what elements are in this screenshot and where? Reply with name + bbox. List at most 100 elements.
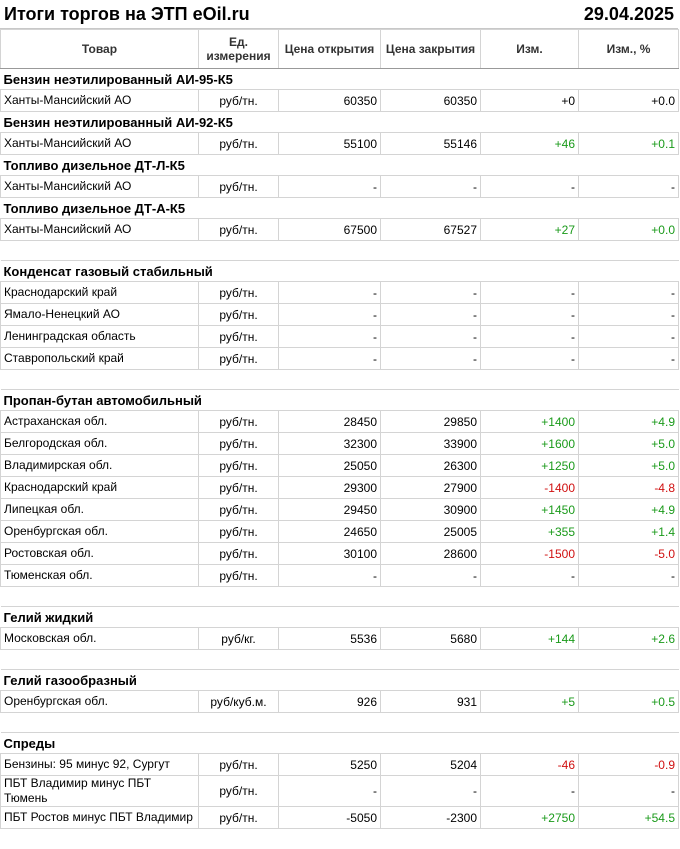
spacer-row — [0, 649, 679, 670]
change-pct: +1.4 — [578, 520, 679, 543]
item-name: Ленинградская область — [0, 325, 199, 348]
spacer-cell — [0, 649, 679, 670]
unit: руб/тн. — [198, 806, 279, 829]
header: Итоги торгов на ЭТП eOil.ru 29.04.2025 — [0, 0, 678, 29]
unit: руб/кг. — [198, 627, 279, 650]
close-price: 26300 — [380, 454, 481, 477]
data-row: Бензины: 95 минус 92, Сургут руб/тн. 5250 5… — [0, 753, 679, 776]
close-price: 5680 — [380, 627, 481, 650]
open-price: 5250 — [278, 753, 381, 776]
data-row: Белгородская обл. руб/тн. 32300 33900 +1600 +… — [0, 432, 679, 455]
data-row: Ханты-Мансийский АО руб/тн. 60350 60350 +0 +0… — [0, 89, 679, 112]
change: +27 — [480, 218, 579, 241]
section-title: Топливо дизельное ДТ-А-К5 — [0, 197, 679, 219]
open-price: 5536 — [278, 627, 381, 650]
open-price: 60350 — [278, 89, 381, 112]
change: +1600 — [480, 432, 579, 455]
change-pct: - — [578, 281, 679, 304]
unit: руб/тн. — [198, 476, 279, 499]
spacer-cell — [0, 369, 679, 390]
section-title: Топливо дизельное ДТ-Л-К5 — [0, 154, 679, 176]
data-row: Астраханская обл. руб/тн. 28450 29850 +1400 +… — [0, 410, 679, 433]
change-pct: +0.0 — [578, 89, 679, 112]
change: +1400 — [480, 410, 579, 433]
item-name: Ханты-Мансийский АО — [0, 175, 199, 198]
open-price: 25050 — [278, 454, 381, 477]
data-row: Липецкая обл. руб/тн. 29450 30900 +1450 +4.9 — [0, 498, 679, 521]
change-pct: - — [578, 347, 679, 370]
item-name: Ставропольский край — [0, 347, 199, 370]
item-name: Ханты-Мансийский АО — [0, 132, 199, 155]
unit: руб/куб.м. — [198, 690, 279, 713]
data-row: Краснодарский край руб/тн. - - - - — [0, 281, 679, 304]
results-table: Товар Ед. измерения Цена открытия Цена закр… — [0, 29, 679, 829]
item-name: Владимирская обл. — [0, 454, 199, 477]
open-price: - — [278, 325, 381, 348]
change-pct: -5.0 — [578, 542, 679, 565]
change: - — [480, 564, 579, 587]
section-title: Пропан-бутан автомобильный — [0, 389, 679, 411]
data-row: ПБТ Владимир минус ПБТ Тюмень руб/тн. - - - - — [0, 775, 679, 807]
column-header: Изм., % — [578, 29, 679, 69]
close-price: 931 — [380, 690, 481, 713]
close-price: 29850 — [380, 410, 481, 433]
data-row: Ханты-Мансийский АО руб/тн. 55100 55146 +46 +… — [0, 132, 679, 155]
data-row: Ростовская обл. руб/тн. 30100 28600 -1500 -5.… — [0, 542, 679, 565]
close-price: - — [380, 347, 481, 370]
spacer-row — [0, 240, 679, 261]
unit: руб/тн. — [198, 281, 279, 304]
change: +355 — [480, 520, 579, 543]
change-pct: - — [578, 303, 679, 326]
change: +5 — [480, 690, 579, 713]
open-price: -5050 — [278, 806, 381, 829]
unit: руб/тн. — [198, 498, 279, 521]
close-price: 27900 — [380, 476, 481, 499]
item-name: Ханты-Мансийский АО — [0, 89, 199, 112]
open-price: - — [278, 281, 381, 304]
data-row: Ханты-Мансийский АО руб/тн. - - - - — [0, 175, 679, 198]
section-title: Бензин неэтилированный АИ-95-К5 — [0, 68, 679, 90]
item-name: Ханты-Мансийский АО — [0, 218, 199, 241]
data-row: Тюменская обл. руб/тн. - - - - — [0, 564, 679, 587]
section-row: Пропан-бутан автомобильный — [0, 389, 679, 411]
item-name: Краснодарский край — [0, 281, 199, 304]
spacer-cell — [0, 240, 679, 261]
data-row: Оренбургская обл. руб/тн. 24650 25005 +355 +1… — [0, 520, 679, 543]
change: -46 — [480, 753, 579, 776]
change-pct: +54.5 — [578, 806, 679, 829]
close-price: - — [380, 175, 481, 198]
item-name: Бензины: 95 минус 92, Сургут — [0, 753, 199, 776]
item-name: Белгородская обл. — [0, 432, 199, 455]
section-row: Гелий жидкий — [0, 606, 679, 628]
close-price: 33900 — [380, 432, 481, 455]
section-row: Бензин неэтилированный АИ-92-К5 — [0, 111, 679, 133]
close-price: 28600 — [380, 542, 481, 565]
change: -1500 — [480, 542, 579, 565]
change-pct: - — [578, 175, 679, 198]
change: - — [480, 303, 579, 326]
section-title: Гелий жидкий — [0, 606, 679, 628]
unit: руб/тн. — [198, 564, 279, 587]
unit: руб/тн. — [198, 89, 279, 112]
item-name: Астраханская обл. — [0, 410, 199, 433]
column-header: Ед. измерения — [198, 29, 279, 69]
table-body: Бензин неэтилированный АИ-95-К5 Ханты-Ман… — [0, 68, 679, 829]
change-pct: +5.0 — [578, 432, 679, 455]
change: +144 — [480, 627, 579, 650]
change-pct: - — [578, 564, 679, 587]
section-title: Спреды — [0, 732, 679, 754]
section-row: Гелий газообразный — [0, 669, 679, 691]
title: Итоги торгов на ЭТП eOil.ru — [4, 3, 250, 24]
spacer-cell — [0, 712, 679, 733]
unit: руб/тн. — [198, 347, 279, 370]
data-row: Ленинградская область руб/тн. - - - - — [0, 325, 679, 348]
open-price: 32300 — [278, 432, 381, 455]
close-price: - — [380, 775, 481, 807]
spacer-row — [0, 586, 679, 607]
unit: руб/тн. — [198, 410, 279, 433]
close-price: 67527 — [380, 218, 481, 241]
change-pct: - — [578, 325, 679, 348]
data-row: ПБТ Ростов минус ПБТ Владимир руб/тн. -505… — [0, 806, 679, 829]
change-pct: - — [578, 775, 679, 807]
